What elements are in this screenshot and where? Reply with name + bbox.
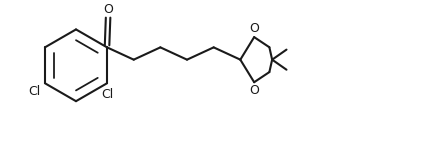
Text: Cl: Cl [101,88,113,101]
Text: O: O [249,84,258,97]
Text: O: O [103,3,113,16]
Text: O: O [249,22,258,35]
Text: Cl: Cl [28,85,41,98]
